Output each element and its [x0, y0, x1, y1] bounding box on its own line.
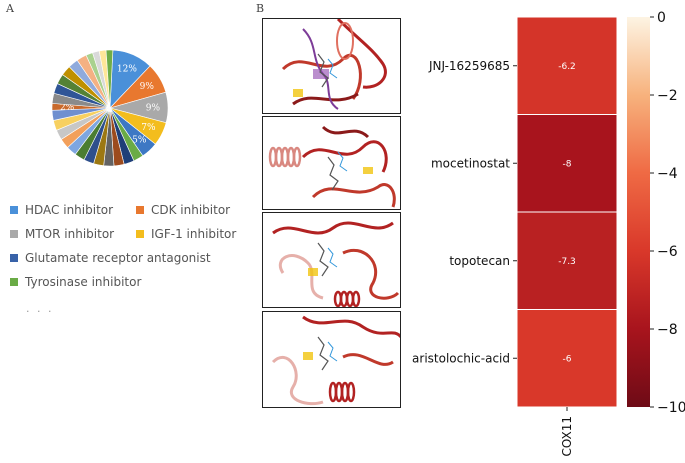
protein-ribbon-image	[268, 125, 396, 208]
row-label: mocetinostat	[431, 156, 510, 170]
colorbar-tick-label: −6	[657, 244, 678, 260]
legend-swatch	[10, 278, 18, 286]
legend-swatch	[136, 230, 144, 238]
legend-swatch	[10, 254, 18, 262]
colorbar-tick-label: −10	[657, 400, 685, 416]
protein-ribbon-image	[272, 221, 400, 307]
legend-label: CDK inhibitor	[151, 203, 231, 217]
colorbar-tick-label: −4	[657, 166, 678, 182]
heatmap-chart: -6.2 -8 -7.3 -6 JNJ-16259685 mocetinostat top…	[412, 10, 685, 457]
heatmap-cell-value: -8	[563, 159, 572, 169]
heatmap-cell-value: -6	[563, 354, 572, 364]
docking-structure-aristolochic	[262, 311, 401, 408]
legend-label: IGF-1 inhibitor	[151, 227, 237, 241]
column-label: COX11	[560, 416, 574, 457]
heatmap-cell-value: -7.3	[558, 257, 576, 267]
legend-swatch	[10, 230, 18, 238]
colorbar	[627, 17, 650, 407]
pie-slice-label: 12%	[117, 65, 137, 75]
colorbar-tick-label: 0	[657, 10, 666, 26]
legend-label: Glutamate receptor antagonist	[25, 251, 211, 265]
pie-slice-label: 9%	[146, 104, 161, 114]
legend-item-cdk: CDK inhibitor	[136, 203, 230, 217]
protein-ribbon-image	[271, 315, 400, 406]
colorbar-tick-label: −2	[657, 88, 678, 104]
row-label: aristolochic-acid	[412, 351, 510, 365]
pie-slice	[105, 49, 114, 109]
row-label: topotecan	[449, 254, 510, 268]
docking-structure-jnj	[262, 18, 401, 114]
heatmap-cell	[516, 211, 618, 310]
legend-item-hdac: HDAC inhibitor	[10, 203, 113, 217]
heatmap-cell	[516, 114, 618, 213]
docking-structure-topotecan	[262, 212, 401, 308]
panel-label-b: B	[256, 2, 265, 15]
legend-item-igf1: IGF-1 inhibitor	[136, 227, 236, 241]
legend-label: HDAC inhibitor	[25, 203, 114, 217]
pie-slice-label: 2%	[60, 103, 75, 113]
legend-ellipsis: . . .	[26, 302, 54, 315]
colorbar-tick-label: −8	[657, 322, 678, 338]
protein-ribbon-image	[281, 19, 387, 110]
pie-slice-label: 7%	[141, 123, 156, 133]
docking-structure-mocetinostat	[262, 116, 401, 210]
legend-label: Tyrosinase inhibitor	[25, 275, 142, 289]
pie-slice-label: 9%	[140, 82, 155, 92]
panel-label-a: A	[6, 2, 14, 15]
heatmap-cell	[516, 309, 618, 408]
pie-chart: 12%9%9%7%5%2%	[51, 49, 169, 167]
legend-item-mtor: MTOR inhibitor	[10, 227, 114, 241]
legend-swatch	[136, 206, 144, 214]
heatmap-cell	[516, 16, 618, 115]
legend-item-glutamate: Glutamate receptor antagonist	[10, 251, 211, 265]
legend-swatch	[10, 206, 18, 214]
legend-label: MTOR inhibitor	[25, 227, 115, 241]
pie-slice-label: 5%	[132, 135, 147, 145]
row-label: JNJ-16259685	[428, 59, 510, 73]
legend-item-tyrosinase: Tyrosinase inhibitor	[10, 275, 141, 289]
heatmap-cell-value: -6.2	[558, 62, 576, 72]
